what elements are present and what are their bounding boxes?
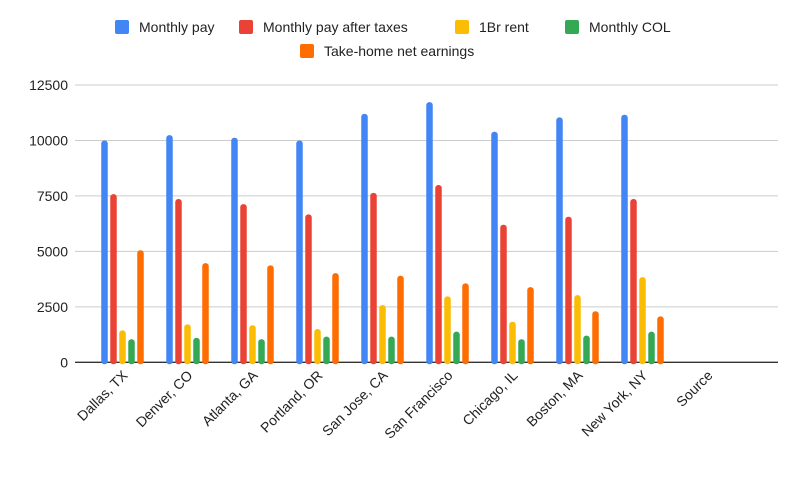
bar <box>296 140 303 365</box>
legend-label: Monthly pay after taxes <box>263 19 408 35</box>
legend-label: Take-home net earnings <box>324 43 474 59</box>
x-tick-label-group: San Francisco <box>381 367 456 442</box>
bar <box>240 204 247 365</box>
bar <box>166 135 173 365</box>
bar <box>370 192 377 365</box>
legend-item: Monthly pay <box>115 19 214 35</box>
x-tick-label: Boston, MA <box>523 367 586 430</box>
y-tick-label: 7500 <box>37 188 68 204</box>
bar <box>193 337 200 365</box>
bar <box>556 117 563 365</box>
legend-swatch <box>565 20 579 34</box>
x-tick-label: Denver, CO <box>133 367 196 430</box>
bar <box>444 296 451 365</box>
bar <box>397 275 404 365</box>
legend-label: Monthly COL <box>589 19 671 35</box>
x-tick-label: Chicago, IL <box>459 367 521 429</box>
bar <box>323 336 330 365</box>
bar <box>648 331 655 365</box>
x-tick-label: San Jose, CA <box>319 367 391 439</box>
bar <box>119 330 126 365</box>
y-tick-label: 0 <box>60 354 68 370</box>
bar <box>426 102 433 365</box>
bar <box>565 216 572 365</box>
y-tick-label: 5000 <box>37 243 68 259</box>
bar <box>314 329 321 365</box>
x-tick-label-group: Denver, CO <box>133 367 196 430</box>
bar <box>202 263 209 365</box>
bar <box>388 336 395 365</box>
bar <box>101 140 108 365</box>
bar <box>435 185 442 365</box>
x-tick-label: Dallas, TX <box>74 367 131 424</box>
x-tick-label-group: Atlanta, GA <box>199 367 261 429</box>
bar <box>621 114 628 365</box>
bar <box>110 194 117 365</box>
legend-swatch <box>115 20 129 34</box>
bar <box>592 311 599 365</box>
y-tick-label: 2500 <box>37 299 68 315</box>
legend-item: Monthly COL <box>565 19 671 35</box>
bar <box>527 287 534 365</box>
bar <box>305 214 312 365</box>
legend-item: Take-home net earnings <box>300 43 474 59</box>
bar <box>500 224 507 365</box>
bar <box>175 199 182 365</box>
x-tick-label-group: Chicago, IL <box>459 367 521 429</box>
bar <box>583 335 590 365</box>
bar <box>491 131 498 365</box>
bar <box>379 305 386 365</box>
x-tick-label-group: Dallas, TX <box>74 367 131 424</box>
x-tick-label: Portland, OR <box>257 367 326 436</box>
x-tick-label-group: San Jose, CA <box>319 367 391 439</box>
x-tick-label-group: Source <box>673 367 716 410</box>
bar <box>267 265 274 365</box>
bar <box>184 324 191 365</box>
x-tick-label-group: Boston, MA <box>523 367 586 430</box>
x-tick-label: New York, NY <box>578 367 651 440</box>
bar <box>518 339 525 365</box>
bar <box>509 321 516 365</box>
bar <box>453 331 460 365</box>
bar <box>361 113 368 365</box>
legend-item: 1Br rent <box>455 19 529 35</box>
bar <box>574 295 581 365</box>
legend-swatch <box>455 20 469 34</box>
legend-swatch <box>300 44 314 58</box>
bar <box>630 199 637 365</box>
bar <box>462 283 469 365</box>
y-tick-label: 12500 <box>29 77 68 93</box>
bar <box>137 250 144 365</box>
bar <box>231 137 238 365</box>
legend-label: Monthly pay <box>139 19 214 35</box>
y-tick-label: 10000 <box>29 132 68 148</box>
legend-label: 1Br rent <box>479 19 529 35</box>
bar <box>657 316 664 365</box>
legend-swatch <box>239 20 253 34</box>
x-tick-label: Atlanta, GA <box>199 367 261 429</box>
bar <box>128 339 135 365</box>
bar <box>249 325 256 365</box>
legend-item: Monthly pay after taxes <box>239 19 408 35</box>
x-tick-label: San Francisco <box>381 367 456 442</box>
x-tick-label-group: New York, NY <box>578 367 651 440</box>
bar <box>639 277 646 365</box>
bar <box>332 273 339 365</box>
x-tick-label-group: Portland, OR <box>257 367 326 436</box>
x-tick-label: Source <box>673 367 716 410</box>
bar <box>258 339 265 365</box>
